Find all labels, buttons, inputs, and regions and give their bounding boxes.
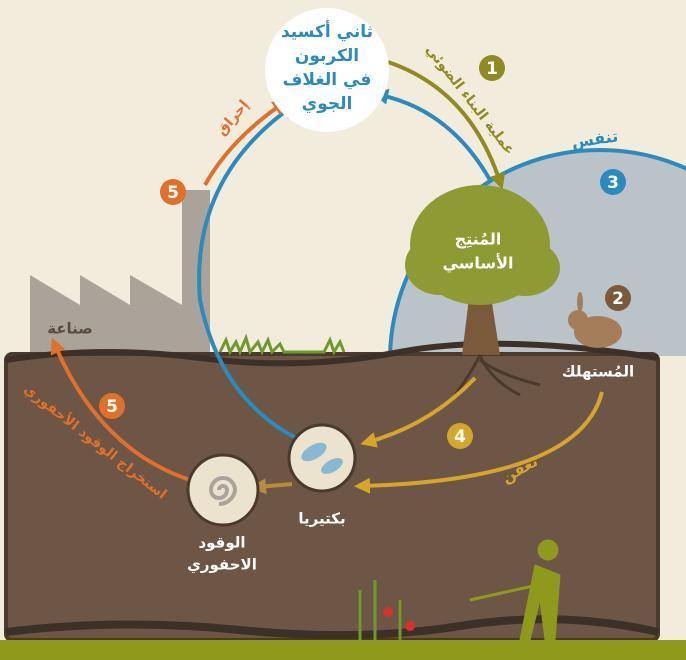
step-number: 1 [486,59,498,79]
atmosphere-line: ثاني أكسيد [281,20,373,42]
atmosphere-line: الكربون [295,46,359,66]
consumer-label: المُستهلك [562,363,634,381]
step-number: 4 [454,427,466,447]
step-number: 2 [612,289,624,309]
step-number: 5 [106,397,118,417]
bacteria-circle [289,425,355,491]
atmosphere-line: في الغلاف [283,70,372,90]
atmosphere-line: الجوي [302,94,353,114]
fossil-label: الاحفوري [187,556,257,575]
step-number: 3 [607,173,619,193]
ground-strip [0,640,686,660]
producer-label: المُنتِج [455,230,502,249]
step-number: 5 [167,183,179,203]
fossil-label: الوقود [198,534,245,552]
producer-label: الأساسي [442,254,513,274]
carbon-cycle: ثاني أكسيد الكربون في الغلاف الجوي 1 عمل… [0,0,686,660]
industry-label: صناعة [47,320,93,338]
fossil-circle [188,455,258,525]
bacteria-label: بكتيريا [298,510,345,528]
